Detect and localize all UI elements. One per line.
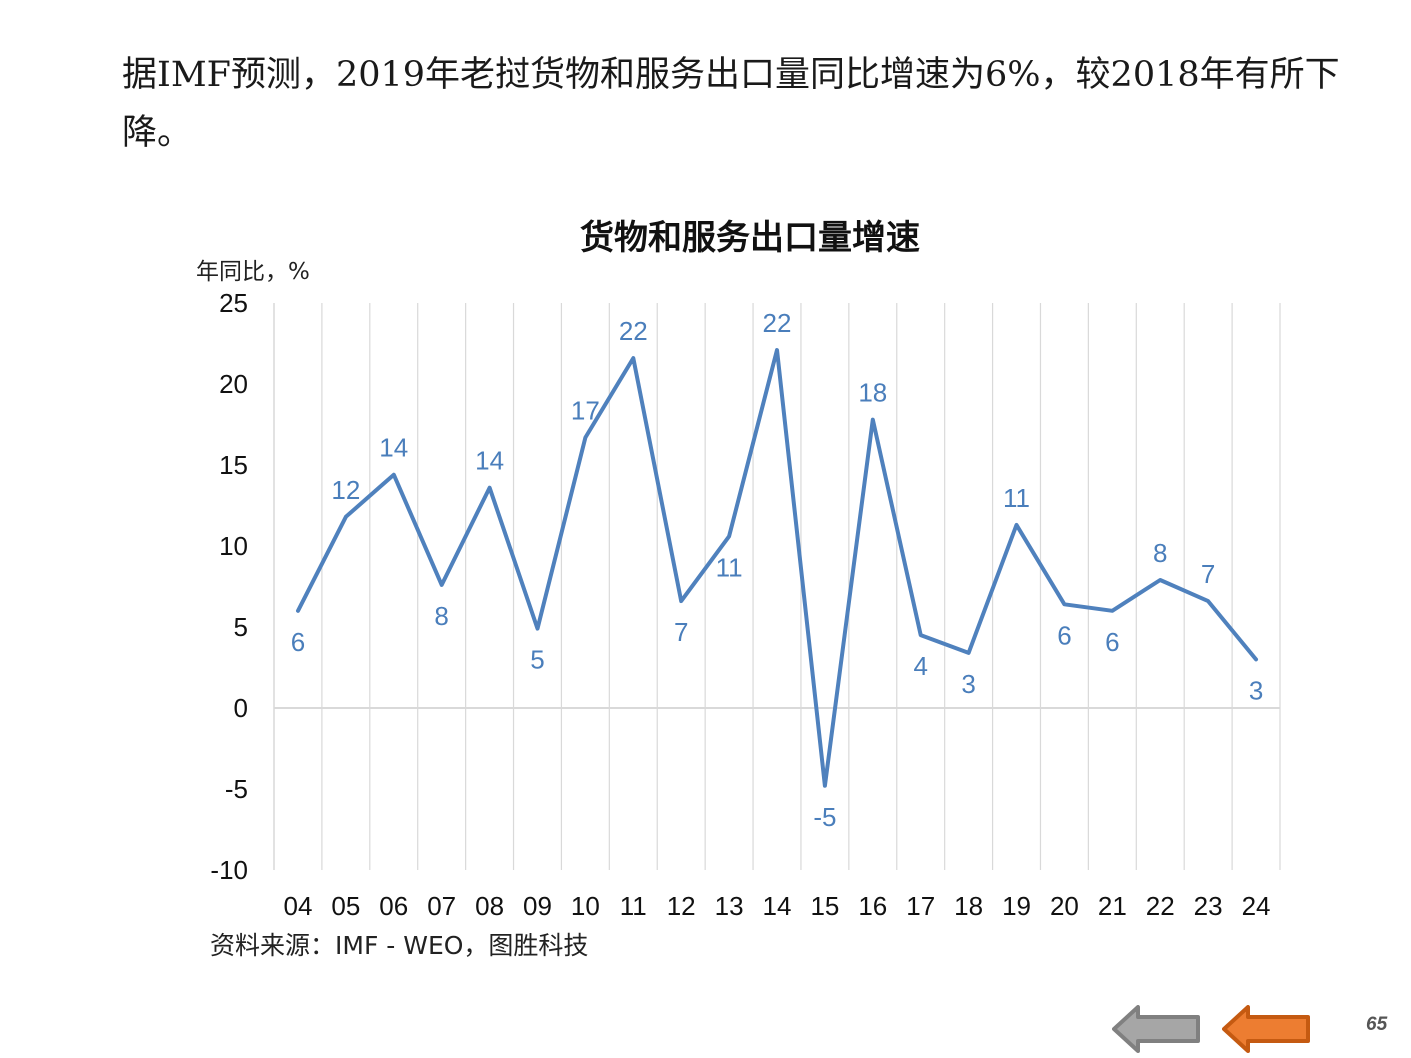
data-label: 18 bbox=[858, 378, 887, 408]
data-label: 14 bbox=[379, 433, 408, 463]
data-label: 6 bbox=[1105, 627, 1119, 657]
x-tick-label: 13 bbox=[715, 891, 744, 921]
data-label: 22 bbox=[763, 308, 792, 338]
y-tick-label: 10 bbox=[219, 531, 248, 561]
x-tick-label: 08 bbox=[475, 891, 504, 921]
y-tick-label: 0 bbox=[234, 693, 248, 723]
data-label: 17 bbox=[571, 395, 600, 425]
y-axis-ticks: -10 -5 0 5 10 15 20 25 bbox=[210, 288, 248, 885]
data-label: 11 bbox=[716, 552, 743, 582]
x-axis-ticks: 04 05 06 07 08 09 10 11 12 13 14 15 16 17 18 19 20 21 22 23… bbox=[283, 891, 1270, 921]
x-tick-label: 04 bbox=[283, 891, 312, 921]
data-label: -5 bbox=[813, 802, 836, 832]
chart-series bbox=[296, 348, 1258, 788]
x-tick-label: 17 bbox=[906, 891, 935, 921]
data-label: 6 bbox=[291, 627, 305, 657]
data-label: 4 bbox=[913, 651, 927, 681]
y-tick-label: -5 bbox=[225, 774, 248, 804]
data-label: 5 bbox=[530, 645, 544, 675]
source-note: 资料来源：IMF - WEO，图胜科技 bbox=[210, 931, 589, 960]
x-tick-label: 24 bbox=[1242, 891, 1271, 921]
x-tick-label: 06 bbox=[379, 891, 408, 921]
x-tick-label: 14 bbox=[763, 891, 792, 921]
y-tick-label: -10 bbox=[210, 855, 248, 885]
intro-text: 据IMF预测，2019年老挝货物和服务出口量同比增速为6%，较2018年有所下降… bbox=[122, 55, 1340, 153]
x-tick-label: 11 bbox=[620, 891, 647, 921]
data-label: 14 bbox=[475, 446, 504, 476]
y-axis-unit-label: 年同比，% bbox=[196, 259, 310, 285]
data-label: 7 bbox=[674, 617, 688, 647]
data-label: 8 bbox=[434, 601, 448, 631]
chart-title: 货物和服务出口量增速 bbox=[580, 218, 920, 258]
x-tick-label: 15 bbox=[810, 891, 839, 921]
x-tick-label: 09 bbox=[523, 891, 552, 921]
series-line bbox=[296, 348, 1258, 788]
x-tick-label: 12 bbox=[667, 891, 696, 921]
x-tick-label: 18 bbox=[954, 891, 983, 921]
data-labels: 6 12 14 8 14 5 17 22 7 11 22 -5 18 4 3 11 6 6 8 7 3 bbox=[291, 308, 1264, 832]
y-tick-label: 15 bbox=[219, 450, 248, 480]
data-label: 12 bbox=[331, 475, 360, 505]
left-arrow-gray-icon[interactable] bbox=[1112, 1005, 1204, 1053]
data-label: 6 bbox=[1057, 620, 1071, 650]
x-tick-label: 22 bbox=[1146, 891, 1175, 921]
y-tick-label: 20 bbox=[219, 369, 248, 399]
data-label: 7 bbox=[1201, 559, 1215, 589]
data-label: 22 bbox=[619, 316, 648, 346]
data-label: 8 bbox=[1153, 538, 1167, 568]
data-label: 11 bbox=[1003, 483, 1030, 513]
y-tick-label: 25 bbox=[219, 288, 248, 318]
page-number: 65 bbox=[1366, 1014, 1388, 1035]
chart-gridlines bbox=[321, 303, 1281, 870]
y-tick-label: 5 bbox=[234, 612, 248, 642]
data-label: 3 bbox=[1249, 675, 1263, 705]
x-tick-label: 20 bbox=[1050, 891, 1079, 921]
data-label: 3 bbox=[961, 669, 975, 699]
x-tick-label: 21 bbox=[1098, 891, 1127, 921]
x-tick-label: 23 bbox=[1194, 891, 1223, 921]
x-tick-label: 05 bbox=[331, 891, 360, 921]
x-tick-label: 19 bbox=[1002, 891, 1031, 921]
x-tick-label: 16 bbox=[858, 891, 887, 921]
x-tick-label: 07 bbox=[427, 891, 456, 921]
x-tick-label: 10 bbox=[571, 891, 600, 921]
left-arrow-orange-icon[interactable] bbox=[1222, 1005, 1314, 1053]
chart-axes bbox=[273, 303, 1280, 870]
